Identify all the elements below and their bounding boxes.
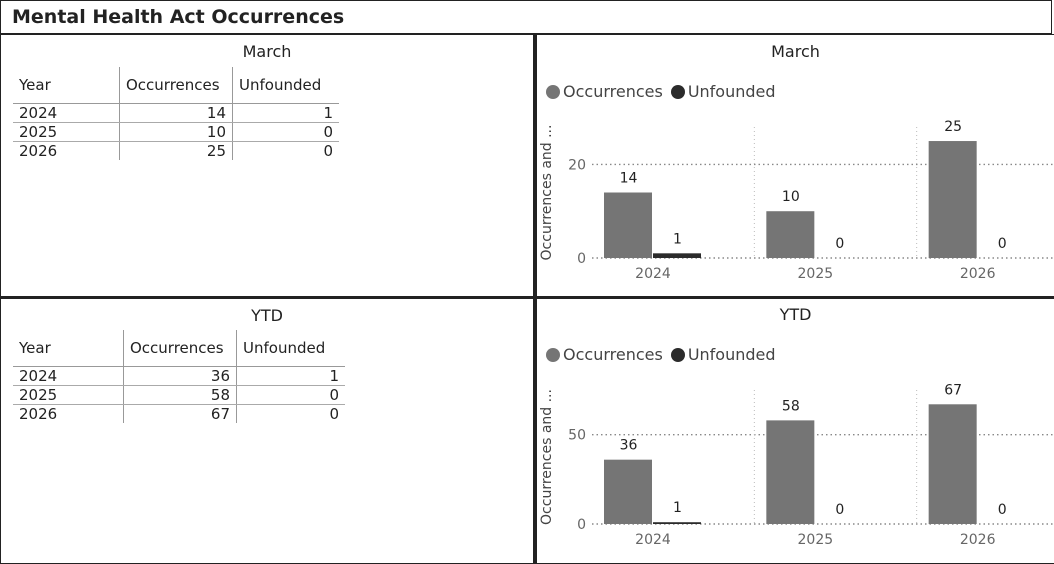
- march-chart-panel: March Occurrences Unfounded Occurrences …: [534, 34, 1054, 297]
- march-bar-chart: Occurrences and ... 020141202410020252502…: [539, 119, 1054, 282]
- data-label: 10: [782, 189, 800, 205]
- table-row: 2024 14 1: [13, 103, 339, 123]
- legend-item-unfounded[interactable]: Unfounded: [670, 345, 776, 364]
- x-tick-label: 2025: [798, 532, 834, 548]
- column-header-year[interactable]: Year: [13, 67, 120, 104]
- march-table-title: March: [242, 42, 292, 61]
- ytd-chart-title: YTD: [779, 305, 812, 324]
- year-cell: 2024: [13, 103, 120, 123]
- march-chart-title: March: [771, 42, 820, 61]
- unfounded-cell: 0: [323, 142, 333, 160]
- legend-label-unfounded: Unfounded: [687, 82, 776, 101]
- legend-label-unfounded: Unfounded: [687, 345, 776, 364]
- year-cell: 2025: [13, 122, 120, 142]
- table-row: 2026 25 0: [13, 141, 339, 160]
- ytd-chart-legend: Occurrences Unfounded: [546, 345, 784, 364]
- y-tick-label: 0: [577, 251, 586, 267]
- legend-item-unfounded[interactable]: Unfounded: [670, 82, 776, 101]
- column-header-unfounded[interactable]: Unfounded: [236, 330, 345, 367]
- data-label: 67: [944, 382, 962, 398]
- y-axis-label: Occurrences and ...: [539, 389, 555, 525]
- data-label: 25: [944, 119, 962, 135]
- x-tick-label: 2025: [798, 266, 834, 282]
- march-chart-legend: Occurrences Unfounded: [546, 82, 784, 101]
- year-cell: 2025: [13, 385, 124, 405]
- table-row: 2025 10 0: [13, 122, 339, 142]
- year-cell: 2026: [13, 141, 120, 160]
- year-cell: 2024: [13, 366, 124, 386]
- occurrences-cell: 10: [119, 122, 233, 142]
- legend-swatch-unfounded: [670, 84, 685, 99]
- bar-occurrences-2025: [766, 211, 815, 258]
- legend-item-occurrences[interactable]: Occurrences: [546, 82, 663, 101]
- x-tick-label: 2024: [635, 266, 671, 282]
- table-row: 2025 58 0: [13, 385, 345, 405]
- unfounded-cell: 1: [232, 103, 339, 123]
- bar-occurrences-2026: [928, 141, 977, 258]
- table-header-row: Year Occurrences Unfounded: [13, 330, 345, 367]
- bar-occurrences-2025: [766, 420, 815, 524]
- table-row: 2024 36 1: [13, 366, 345, 386]
- data-label: 0: [998, 502, 1007, 518]
- bar-unfounded-2024: [653, 253, 701, 258]
- legend-label-occurrences: Occurrences: [563, 82, 663, 101]
- ytd-table-panel: YTD Year Occurrences Unfounded 2024 36 1…: [0, 297, 534, 564]
- year-cell: 2026: [13, 404, 124, 423]
- y-tick-label: 0: [577, 517, 586, 533]
- data-label: 1: [673, 231, 682, 247]
- occurrences-cell: 67: [123, 404, 237, 423]
- y-tick-label: 20: [568, 157, 586, 173]
- bar-occurrences-2026: [928, 404, 977, 524]
- ytd-chart-panel: YTD Occurrences Unfounded Occurrences an…: [534, 297, 1054, 564]
- table-row: 2026 67 0: [13, 404, 345, 423]
- data-label: 14: [620, 171, 638, 187]
- unfounded-cell: 0: [329, 405, 339, 423]
- column-header-year[interactable]: Year: [13, 330, 124, 367]
- legend-swatch-unfounded: [670, 347, 685, 362]
- x-tick-label: 2026: [960, 266, 996, 282]
- y-tick-label: 50: [568, 428, 586, 444]
- data-label: 58: [782, 398, 800, 414]
- march-table-panel: March Year Occurrences Unfounded 2024 14…: [0, 34, 534, 297]
- unfounded-cell: 0: [232, 122, 339, 142]
- x-tick-label: 2026: [960, 532, 996, 548]
- bar-unfounded-2024: [653, 522, 701, 524]
- bar-occurrences-2024: [604, 459, 652, 524]
- bar-occurrences-2024: [604, 192, 652, 258]
- x-tick-label: 2024: [635, 532, 671, 548]
- ytd-table-title: YTD: [251, 306, 283, 325]
- column-header-occurrences[interactable]: Occurrences: [123, 330, 237, 367]
- data-label: 0: [835, 236, 844, 252]
- column-header-unfounded[interactable]: Unfounded: [232, 67, 339, 104]
- legend-swatch-occurrences: [546, 84, 560, 99]
- data-label: 36: [620, 438, 638, 454]
- occurrences-cell: 14: [119, 103, 233, 123]
- ytd-table: Year Occurrences Unfounded 2024 36 1 202…: [13, 330, 345, 423]
- ytd-bar-chart: Occurrences and ...050361202458020256702…: [539, 382, 1054, 548]
- unfounded-cell: 1: [236, 366, 345, 386]
- legend-item-occurrences[interactable]: Occurrences: [546, 345, 663, 364]
- occurrences-cell: 36: [123, 366, 237, 386]
- legend-label-occurrences: Occurrences: [563, 345, 663, 364]
- data-label: 0: [835, 502, 844, 518]
- unfounded-cell: 0: [236, 385, 345, 405]
- data-label: 1: [673, 500, 682, 516]
- table-header-row: Year Occurrences Unfounded: [13, 67, 339, 104]
- data-label: 0: [998, 236, 1007, 252]
- page-header: Mental Health Act Occurrences: [0, 0, 1052, 34]
- march-table: Year Occurrences Unfounded 2024 14 1 202…: [13, 67, 339, 160]
- page-title: Mental Health Act Occurrences: [12, 6, 345, 28]
- occurrences-cell: 25: [119, 141, 233, 160]
- legend-swatch-occurrences: [546, 347, 560, 362]
- y-axis-label: Occurrences and ...: [539, 125, 555, 261]
- occurrences-cell: 58: [123, 385, 237, 405]
- column-header-occurrences[interactable]: Occurrences: [119, 67, 233, 104]
